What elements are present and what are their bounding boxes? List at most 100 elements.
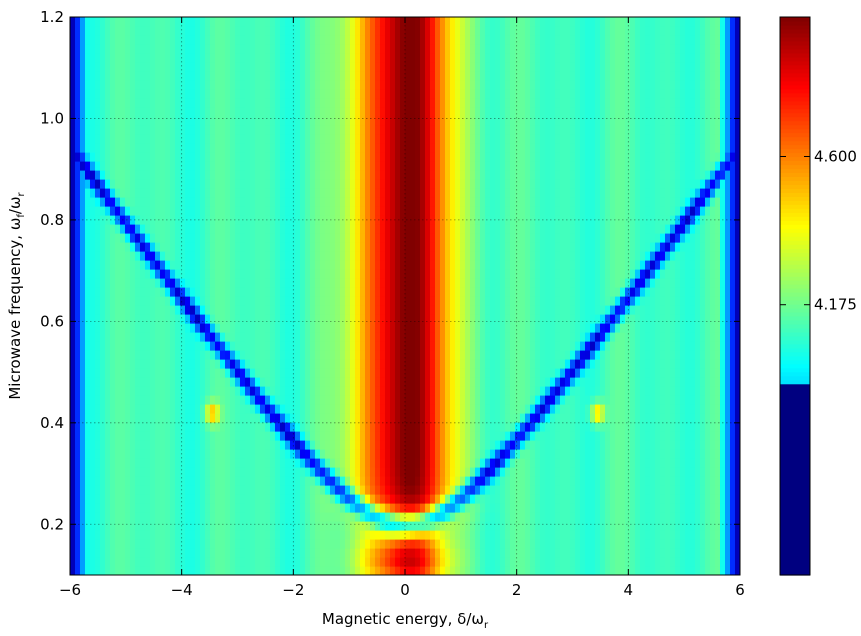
heatmap-cell [425,305,431,315]
heatmap-cell [400,62,406,72]
heatmap-cell [240,53,246,63]
heatmap-cell [320,548,326,558]
heatmap-cell [265,107,271,117]
heatmap-cell [290,98,296,108]
heatmap-cell [400,197,406,207]
heatmap-cell [455,233,461,243]
heatmap-cell [245,287,251,297]
heatmap-cell [380,233,386,243]
heatmap-cell [395,44,401,54]
heatmap-cell [290,395,296,405]
heatmap-cell [75,332,81,342]
heatmap-cell [280,116,286,126]
heatmap-cell [145,26,151,36]
heatmap-cell [330,242,336,252]
heatmap-cell [205,314,211,324]
heatmap-cell [190,566,196,575]
heatmap-cell [70,296,76,306]
heatmap-cell [305,323,311,333]
heatmap-cell [345,188,351,198]
heatmap-cell [290,530,296,540]
heatmap-cell [370,80,376,90]
heatmap-cell [295,143,301,153]
heatmap-cell [130,458,136,468]
heatmap-cell [125,431,131,441]
heatmap-cell [450,188,456,198]
heatmap-cell [270,431,276,441]
heatmap-cell [95,422,101,432]
heatmap-cell [75,539,81,549]
heatmap-cell [445,557,451,567]
heatmap-cell [255,440,261,450]
heatmap-cell [465,35,471,45]
heatmap-cell [370,260,376,270]
heatmap-cell [410,62,416,72]
heatmap-cell [140,530,146,540]
heatmap-cell [370,530,376,540]
heatmap-cell [325,107,331,117]
heatmap-cell [380,26,386,36]
heatmap-cell [245,89,251,99]
heatmap-cell [140,197,146,207]
heatmap-cell [455,26,461,36]
heatmap-cell [155,557,161,567]
heatmap-cell [260,17,266,27]
heatmap-cell [165,485,171,495]
heatmap-cell [245,548,251,558]
heatmap-cell [140,440,146,450]
heatmap-cell [445,485,451,495]
heatmap-cell [205,152,211,162]
heatmap-cell [460,413,466,423]
heatmap-cell [155,422,161,432]
heatmap-cell [405,251,411,261]
heatmap-cell [410,143,416,153]
heatmap-cell [425,53,431,63]
heatmap-cell [325,341,331,351]
heatmap-cell [155,458,161,468]
heatmap-cell [205,296,211,306]
heatmap-cell [385,71,391,81]
heatmap-cell [210,125,216,135]
heatmap-cell [440,557,446,567]
heatmap-cell [180,377,186,387]
heatmap-cell [395,467,401,477]
heatmap-cell [450,206,456,216]
heatmap-cell [310,341,316,351]
heatmap-cell [265,296,271,306]
heatmap-cell [415,566,421,575]
heatmap-cell [80,188,86,198]
heatmap-cell [145,341,151,351]
heatmap-cell [370,188,376,198]
heatmap-cell [250,80,256,90]
heatmap-cell [200,17,206,27]
heatmap-cell [140,431,146,441]
heatmap-cell [280,539,286,549]
heatmap-cell [75,80,81,90]
heatmap-cell [275,323,281,333]
heatmap-cell [205,62,211,72]
heatmap-cell [365,359,371,369]
heatmap-cell [75,53,81,63]
heatmap-cell [295,476,301,486]
heatmap-cell [435,179,441,189]
heatmap-cell [435,161,441,171]
heatmap-cell [300,323,306,333]
heatmap-cell [155,296,161,306]
heatmap-cell [130,170,136,180]
heatmap-cell [265,125,271,135]
heatmap-cell [345,422,351,432]
heatmap-cell [385,413,391,423]
heatmap-cell [415,197,421,207]
heatmap-cell [215,476,221,486]
heatmap-cell [115,170,121,180]
heatmap-cell [145,134,151,144]
heatmap-cell [455,170,461,180]
heatmap-cell [420,449,426,459]
heatmap-cell [415,350,421,360]
heatmap-cell [400,170,406,180]
heatmap-cell [195,440,201,450]
heatmap-cell [465,17,471,27]
heatmap-cell [275,350,281,360]
heatmap-cell [425,215,431,225]
heatmap-cell [110,44,116,54]
